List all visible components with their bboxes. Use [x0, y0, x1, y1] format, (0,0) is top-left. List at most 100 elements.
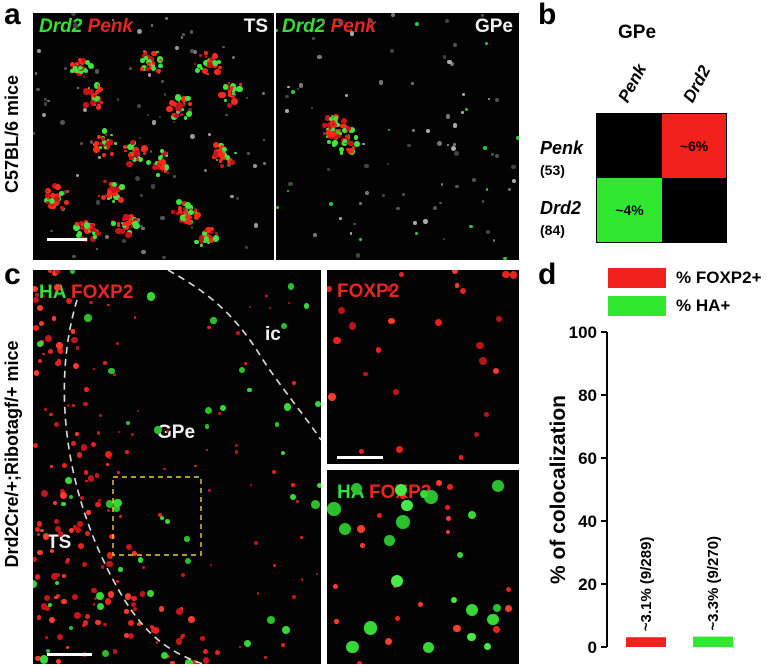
cell-signal	[432, 206, 437, 211]
cell-signal	[440, 183, 444, 187]
cell-signal	[245, 96, 249, 100]
cell-signal	[116, 342, 119, 346]
cell-signal	[203, 648, 209, 654]
cell-signal	[72, 362, 79, 370]
cell-signal	[151, 65, 157, 72]
cell-signal	[395, 445, 404, 454]
cell-signal	[183, 116, 188, 120]
cell-signal	[322, 123, 327, 128]
cell-signal	[74, 431, 79, 437]
cell-signal	[363, 621, 378, 635]
cell-signal	[53, 196, 60, 203]
cell-signal	[36, 615, 41, 620]
cell-signal	[52, 500, 58, 506]
cell-signal	[54, 270, 60, 274]
cell-signal	[35, 72, 38, 75]
cell-signal	[315, 400, 321, 408]
cell-signal	[102, 140, 106, 145]
cell-signal	[34, 574, 41, 580]
cell-signal	[184, 213, 192, 221]
cell-signal	[111, 200, 115, 204]
cell-signal	[120, 221, 123, 224]
cell-signal	[34, 526, 40, 532]
ts-region-label: TS	[47, 532, 72, 553]
cell-signal	[132, 217, 138, 223]
cell-signal	[74, 612, 82, 620]
cell-signal	[286, 190, 289, 193]
cell-signal	[165, 154, 168, 158]
cell-signal	[356, 661, 362, 664]
cell-signal	[36, 521, 43, 527]
cell-signal	[516, 136, 519, 141]
cell-signal	[209, 57, 216, 64]
cell-signal	[220, 163, 225, 169]
heatmap-row-drd2-n: (84)	[540, 222, 565, 238]
cell-signal	[115, 227, 122, 235]
cell-signal	[92, 603, 96, 606]
cell-signal	[295, 500, 300, 504]
cell-signal	[484, 42, 489, 46]
cell-signal	[57, 633, 64, 640]
drd2-label: Drd2	[39, 16, 83, 37]
cell-signal	[451, 270, 458, 275]
cell-signal	[44, 193, 50, 199]
cell-signal	[487, 97, 491, 101]
cell-signal	[285, 94, 290, 99]
cell-signal	[143, 56, 148, 61]
panel-a-ts-label: Drd2 Penk	[39, 16, 133, 38]
cell-signal	[123, 144, 128, 149]
cell-signal	[230, 92, 233, 95]
cell-signal	[115, 186, 122, 192]
cell-signal	[132, 157, 138, 163]
cell-signal	[164, 518, 171, 525]
cell-signal	[164, 169, 167, 173]
cell-signal	[187, 616, 195, 624]
cell-signal	[147, 114, 150, 117]
cell-signal	[124, 609, 129, 614]
cell-signal	[467, 632, 476, 642]
cell-signal	[33, 370, 40, 376]
cell-signal	[493, 239, 496, 242]
cell-signal	[280, 450, 286, 456]
cell-signal	[83, 387, 89, 392]
cell-signal	[64, 66, 68, 70]
cell-signal	[490, 152, 494, 156]
cell-signal	[118, 567, 123, 572]
cell-signal	[78, 543, 84, 549]
cell-signal	[109, 181, 114, 186]
cell-signal	[181, 36, 184, 39]
cell-signal	[365, 190, 369, 195]
cell-signal	[113, 499, 122, 508]
cell-signal	[165, 151, 169, 155]
cell-signal	[216, 59, 221, 64]
cell-signal	[512, 178, 517, 184]
cell-signal	[132, 220, 139, 228]
cell-signal	[65, 558, 70, 563]
cell-signal	[166, 430, 169, 433]
cell-signal	[74, 62, 79, 67]
cell-signal	[206, 72, 209, 76]
cell-signal	[235, 196, 240, 201]
cell-signal	[280, 643, 285, 647]
cell-signal	[179, 113, 183, 117]
cell-signal	[152, 61, 156, 66]
cell-signal	[396, 206, 400, 211]
legend-swatch-foxp2	[608, 268, 666, 288]
cell-signal	[122, 217, 127, 222]
cell-signal	[128, 214, 135, 220]
cell-signal	[184, 536, 190, 542]
cell-signal	[357, 524, 365, 533]
cell-signal	[125, 543, 132, 551]
cell-signal	[88, 88, 94, 95]
cell-signal	[128, 146, 131, 149]
cell-signal	[106, 139, 110, 142]
cell-signal	[142, 565, 146, 570]
cell-signal	[344, 93, 349, 98]
cell-signal	[121, 222, 126, 227]
cell-signal	[43, 295, 46, 298]
cell-signal	[461, 111, 464, 115]
cell-signal	[386, 163, 389, 166]
cell-signal	[92, 95, 98, 102]
cell-signal	[248, 305, 252, 309]
cell-signal	[501, 270, 510, 279]
